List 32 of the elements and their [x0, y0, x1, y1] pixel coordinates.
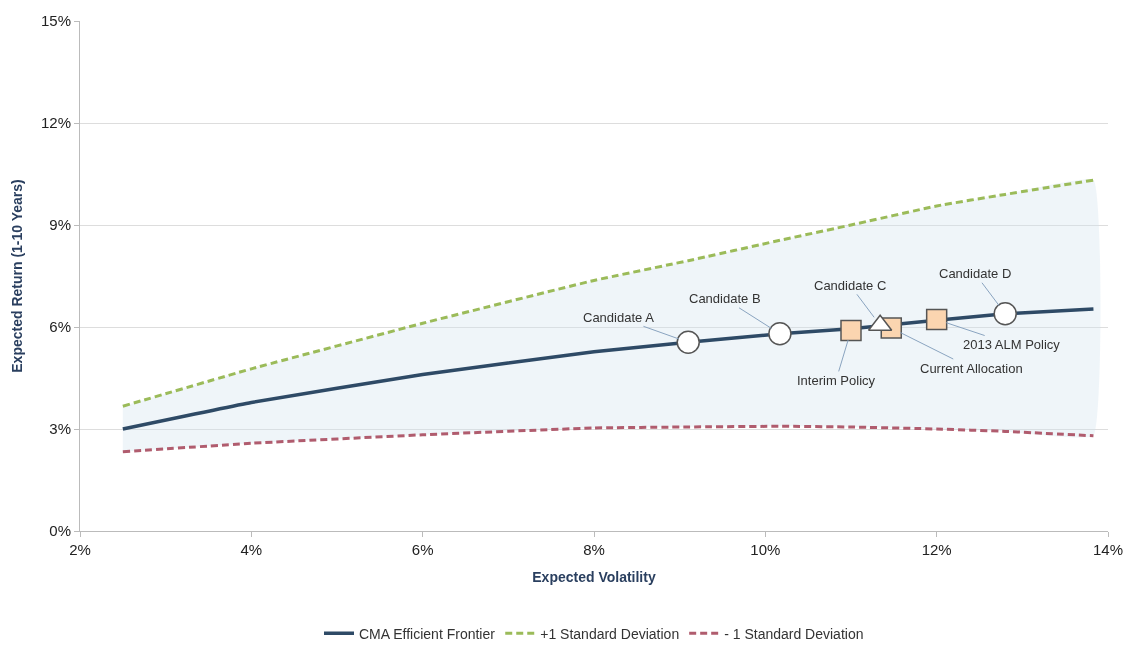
- x-tick-label: 10%: [750, 541, 781, 558]
- line-series: [121, 178, 1095, 408]
- y-tick-label: 3%: [49, 420, 71, 438]
- x-tick-label: 8%: [583, 541, 605, 558]
- text: Interim Policy: [797, 373, 876, 388]
- x-tick-label: 14%: [1092, 541, 1124, 558]
- y-tick-label: 6%: [49, 318, 71, 336]
- series-label: Candidate D: [939, 266, 1012, 281]
- series-label: 2013 ALM Policy: [963, 337, 1061, 352]
- legend-label: - 1 Standard Deviation: [724, 625, 864, 642]
- x-tick-label: 12%: [921, 541, 952, 558]
- line-series: [121, 424, 1095, 454]
- y-tick-label: 9%: [49, 216, 71, 234]
- point: [993, 301, 1017, 326]
- x-tick-label: 4%: [240, 541, 263, 558]
- text: Current Allocation: [920, 361, 1023, 376]
- point: [925, 308, 948, 331]
- x-tick-label: 2%: [69, 541, 91, 558]
- x-tick-label: 6%: [411, 541, 434, 558]
- point: [768, 322, 792, 346]
- x-axis-title: Expected Volatility: [532, 569, 656, 586]
- point: [840, 319, 862, 342]
- series-label: Candidate B: [689, 291, 761, 306]
- text: Candidate A: [583, 310, 655, 325]
- point: [676, 330, 700, 355]
- series-label: Candidate C: [814, 278, 887, 293]
- legend-label: +1 Standard Deviation: [540, 625, 680, 642]
- y-tick-label: 15%: [40, 12, 71, 30]
- y-tick-label: 12%: [40, 114, 71, 132]
- y-axis-title: Expected Return (1-10 Years): [8, 179, 25, 373]
- legend-label: CMA Efficient Frontier: [359, 625, 496, 642]
- y-tick-label: 0%: [49, 522, 71, 540]
